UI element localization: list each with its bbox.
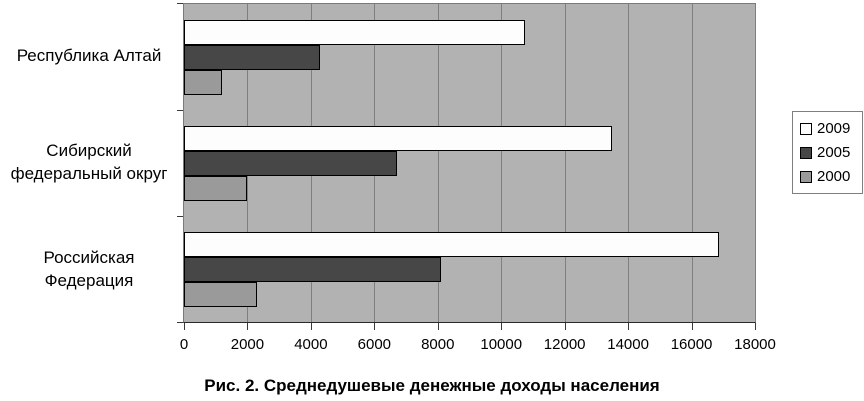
x-tick-label: 4000 [294, 336, 328, 353]
x-tick-label: 6000 [357, 336, 392, 353]
category-label-text: Российская Федерация [43, 247, 135, 290]
x-tick-mark [437, 323, 439, 330]
legend-swatch-icon [800, 122, 812, 135]
bar-2005 [184, 44, 321, 70]
x-tick-mark [374, 323, 376, 330]
bar-2009 [184, 231, 719, 257]
category-label: Российская Федерация [0, 216, 178, 323]
gridline [755, 4, 756, 322]
bar-2000 [184, 69, 223, 95]
x-tick-mark [628, 323, 630, 330]
bar-group [184, 110, 755, 216]
y-tick-mark [177, 109, 183, 111]
category-label-text: Республика Алтай [16, 45, 162, 65]
plot-area [183, 3, 756, 323]
x-tick-mark [691, 323, 693, 330]
x-tick-label: 12000 [543, 336, 586, 353]
gridline [691, 4, 693, 322]
x-tick-mark [310, 323, 312, 330]
x-tick-label: 10000 [480, 336, 523, 353]
category-label: Республика Алтай [0, 3, 178, 110]
x-tick-label: 0 [179, 336, 189, 353]
legend-swatch-icon [800, 170, 812, 183]
x-tick-label: 14000 [607, 336, 649, 353]
y-axis-category-labels: Республика Алтай Сибирский федеральный ок… [0, 3, 178, 323]
x-tick-label: 8000 [421, 336, 455, 353]
gridline [628, 4, 630, 322]
gridline [437, 4, 439, 322]
gridline [564, 4, 566, 322]
x-axis-tick-labels: 0 2000 4000 6000 8000 10000 12000 14000 16000 180… [180, 336, 776, 356]
bar-2000 [184, 281, 257, 307]
x-tick-label: 2000 [230, 336, 265, 353]
y-tick-mark [177, 216, 183, 218]
x-tick-mark [184, 323, 185, 330]
bar-2009 [184, 19, 525, 45]
category-label-text: Сибирский федеральный округ [10, 141, 168, 183]
x-tick-mark [755, 323, 756, 330]
y-tick-mark [177, 322, 183, 323]
y-tick-mark [177, 3, 183, 4]
category-label: Сибирский федеральный округ [0, 110, 178, 217]
x-tick-mark [564, 323, 566, 330]
x-tick-mark [501, 323, 503, 330]
bar-group [184, 4, 755, 110]
legend: 2009 2005 2000 [792, 111, 863, 194]
y-axis-tick-marks [177, 3, 183, 323]
legend-swatch-icon [800, 146, 812, 159]
legend-item-2000: 2000 [800, 169, 858, 184]
bar-2005 [184, 150, 397, 176]
x-tick-label: 18000 [734, 336, 776, 353]
legend-item-2009: 2009 [800, 121, 858, 136]
bar-2005 [184, 256, 441, 282]
bar-2000 [184, 175, 248, 201]
bar-groups [184, 4, 755, 322]
x-axis-tick-marks [184, 323, 756, 330]
x-tick-mark [247, 323, 249, 330]
bar-2009 [184, 125, 613, 151]
legend-item-2005: 2005 [800, 145, 858, 160]
gridline [501, 4, 503, 322]
legend-label: 2009 [817, 120, 851, 137]
figure-caption: Рис. 2. Среднедушевые денежные доходы на… [204, 376, 660, 395]
legend-label: 2005 [817, 144, 851, 161]
bar-group [184, 216, 755, 322]
x-tick-label: 16000 [670, 336, 713, 353]
legend-label: 2000 [817, 168, 851, 185]
